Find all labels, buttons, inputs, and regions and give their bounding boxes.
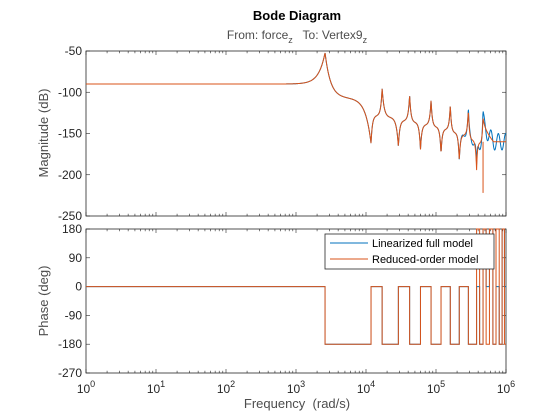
legend: Linearized full model Reduced-order mode… xyxy=(324,233,495,270)
magnitude-ylabel: Magnitude (dB) xyxy=(36,89,51,178)
magnitude-y-tick-label: -100 xyxy=(58,85,82,99)
chart-title: Bode Diagram xyxy=(253,8,341,23)
subtitle-from-sub: z xyxy=(288,35,293,45)
magnitude-ticks xyxy=(85,50,507,217)
magnitude-line-reduced-model xyxy=(86,52,506,171)
x-tick-label: 104 xyxy=(357,379,375,396)
magnitude-y-tick-labels: -50 -100 -150 -200 -250 xyxy=(58,44,82,223)
magnitude-y-tick-label: -50 xyxy=(65,44,83,58)
phase-axes: 180 90 0 -90 -180 -270 Phase (deg) Linearized… xyxy=(36,222,507,380)
magnitude-axes-box xyxy=(85,50,507,217)
phase-y-tick-label: 90 xyxy=(69,251,83,265)
phase-line-reduced-model xyxy=(86,228,506,345)
magnitude-y-tick-label: -150 xyxy=(58,127,82,141)
x-tick-label: 106 xyxy=(497,379,515,396)
x-tick-labels: 100 101 102 103 104 105 106 xyxy=(77,379,515,396)
phase-y-tick-labels: 180 90 0 -90 -180 -270 xyxy=(58,222,82,380)
title-block: Bode Diagram From: forcez To: Vertex9z xyxy=(227,8,368,45)
subtitle-to-sub: z xyxy=(363,35,368,45)
x-tick-label: 103 xyxy=(287,379,305,396)
phase-series xyxy=(86,228,506,345)
magnitude-series xyxy=(86,52,507,193)
x-tick-label: 101 xyxy=(147,379,165,396)
phase-y-tick-label: -90 xyxy=(65,308,83,322)
phase-y-tick-label: -270 xyxy=(58,366,82,380)
subtitle-to: To: Vertex9 xyxy=(303,28,363,42)
xlabel: Frequency (rad/s) xyxy=(244,396,350,411)
x-tick-label: 102 xyxy=(217,379,235,396)
magnitude-y-tick-label: -250 xyxy=(58,209,82,223)
phase-y-tick-label: -180 xyxy=(58,337,82,351)
subtitle-from: From: force xyxy=(227,28,289,42)
phase-ylabel: Phase (deg) xyxy=(36,266,51,337)
x-tick-label: 105 xyxy=(427,379,445,396)
legend-box xyxy=(324,233,495,270)
x-tick-label: 100 xyxy=(77,379,95,396)
phase-y-tick-label: 180 xyxy=(62,222,82,236)
magnitude-axes: -50 -100 -150 -200 -250 Magnitude (dB) xyxy=(36,44,507,223)
phase-y-tick-label: 0 xyxy=(75,280,82,294)
legend-label-reduced: Reduced-order model xyxy=(372,254,478,266)
magnitude-y-tick-label: -200 xyxy=(58,168,82,182)
legend-label-full: Linearized full model xyxy=(372,238,473,250)
chart-subtitle: From: forcez To: Vertex9z xyxy=(227,28,368,45)
